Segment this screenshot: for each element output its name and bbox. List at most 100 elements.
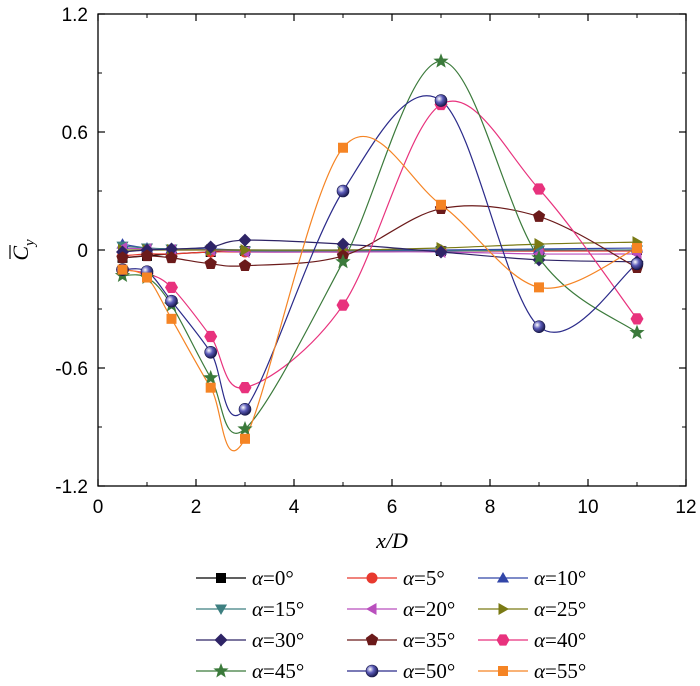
legend-label: α=45°	[252, 659, 304, 683]
legend-marker	[366, 602, 377, 616]
legend-item: α=10°	[478, 566, 586, 590]
data-point	[630, 313, 644, 325]
data-point	[532, 183, 546, 195]
data-point	[632, 243, 642, 254]
legend-marker	[496, 572, 510, 583]
data-point	[335, 253, 351, 269]
y-tick-label: -1.2	[55, 477, 88, 498]
legend-marker	[216, 573, 226, 583]
data-point	[116, 251, 129, 264]
legend-item: α=35°	[347, 628, 455, 652]
legend: α=0° α=5° α=10° α=15° α=20° α=25° α=30° α=35° α=…	[196, 566, 586, 683]
data-point	[204, 240, 218, 254]
series-line	[122, 205, 638, 269]
legend-label: α=5°	[403, 566, 445, 590]
y-tick-label: 0.6	[62, 123, 88, 144]
legend-item: α=55°	[478, 659, 586, 683]
data-point	[532, 210, 546, 222]
y-tick-label: -0.6	[55, 359, 88, 380]
x-tick-label: 4	[289, 497, 300, 518]
data-point	[433, 53, 449, 68]
data-point	[240, 243, 251, 257]
legend-marker	[214, 604, 228, 615]
data-point	[238, 259, 252, 271]
data-point	[142, 272, 152, 283]
data-point	[630, 257, 644, 271]
data-point	[336, 237, 350, 251]
data-point	[237, 420, 253, 436]
data-point	[336, 184, 350, 198]
legend-item: α=15°	[196, 597, 304, 621]
legend-marker	[496, 634, 510, 646]
legend-marker	[365, 664, 379, 678]
data-point	[629, 324, 645, 340]
legend-item: α=50°	[347, 659, 455, 683]
legend-item: α=45°	[196, 659, 304, 683]
series-line	[122, 100, 638, 389]
legend-marker	[366, 572, 378, 584]
x-tick-label: 12	[675, 497, 696, 518]
data-point	[165, 242, 178, 256]
axis-ticks	[97, 13, 687, 487]
data-point	[140, 249, 154, 262]
x-tick-label: 10	[577, 497, 598, 518]
data-point	[532, 320, 546, 334]
tick-labels: 0 2 4 6 8 10 12 -1.2 -0.6 0 0.6 1.2	[55, 5, 696, 518]
legend-label: α=20°	[403, 597, 455, 621]
data-point	[434, 245, 448, 259]
legend-label: α=0°	[252, 566, 294, 590]
legend-label: α=35°	[403, 628, 455, 652]
y-axis-label: Cy	[8, 239, 38, 261]
data-point	[203, 369, 219, 385]
legend-marker	[498, 602, 509, 616]
data-point	[534, 238, 545, 251]
legend-label: α=40°	[534, 628, 586, 652]
data-point	[338, 142, 348, 153]
legend-marker	[365, 633, 379, 646]
y-tick-label: 0	[77, 241, 88, 262]
legend-item: α=20°	[347, 597, 455, 621]
data-point	[531, 249, 547, 265]
series-line	[122, 245, 638, 252]
series-lines	[122, 60, 638, 452]
data-point	[240, 433, 250, 444]
legend-label: α=50°	[403, 659, 455, 683]
data-point	[204, 330, 218, 343]
legend-marker	[498, 666, 508, 676]
legend-label: α=25°	[534, 597, 586, 621]
legend-label: α=10°	[534, 566, 586, 590]
data-point	[238, 402, 252, 416]
data-point	[165, 294, 178, 308]
x-tick-label: 6	[387, 497, 398, 518]
data-point	[238, 382, 252, 394]
data-point	[165, 251, 178, 264]
legend-marker	[214, 633, 228, 647]
data-point	[336, 299, 350, 311]
data-point	[434, 94, 448, 107]
series-line	[122, 135, 638, 452]
series-markers	[114, 53, 645, 444]
data-point	[238, 233, 252, 247]
axis-labels: x/D Cy	[8, 239, 408, 553]
x-tick-label: 2	[191, 497, 202, 518]
x-axis-label: x/D	[375, 528, 408, 553]
data-point	[205, 382, 216, 393]
data-point	[117, 264, 128, 275]
legend-marker	[213, 663, 229, 678]
series-line	[122, 239, 638, 263]
data-point	[165, 281, 178, 293]
legend-item: α=5°	[347, 566, 445, 590]
data-point	[166, 313, 177, 324]
legend-item: α=25°	[478, 597, 586, 621]
legend-label: α=55°	[534, 659, 586, 683]
x-tick-label: 8	[485, 497, 496, 518]
data-point	[204, 345, 217, 359]
data-point	[534, 282, 544, 293]
legend-label: α=30°	[252, 628, 304, 652]
data-point	[436, 199, 446, 210]
data-point	[204, 257, 217, 270]
legend-item: α=30°	[196, 628, 304, 652]
y-tick-label: 1.2	[62, 5, 88, 26]
legend-item: α=40°	[478, 628, 586, 652]
